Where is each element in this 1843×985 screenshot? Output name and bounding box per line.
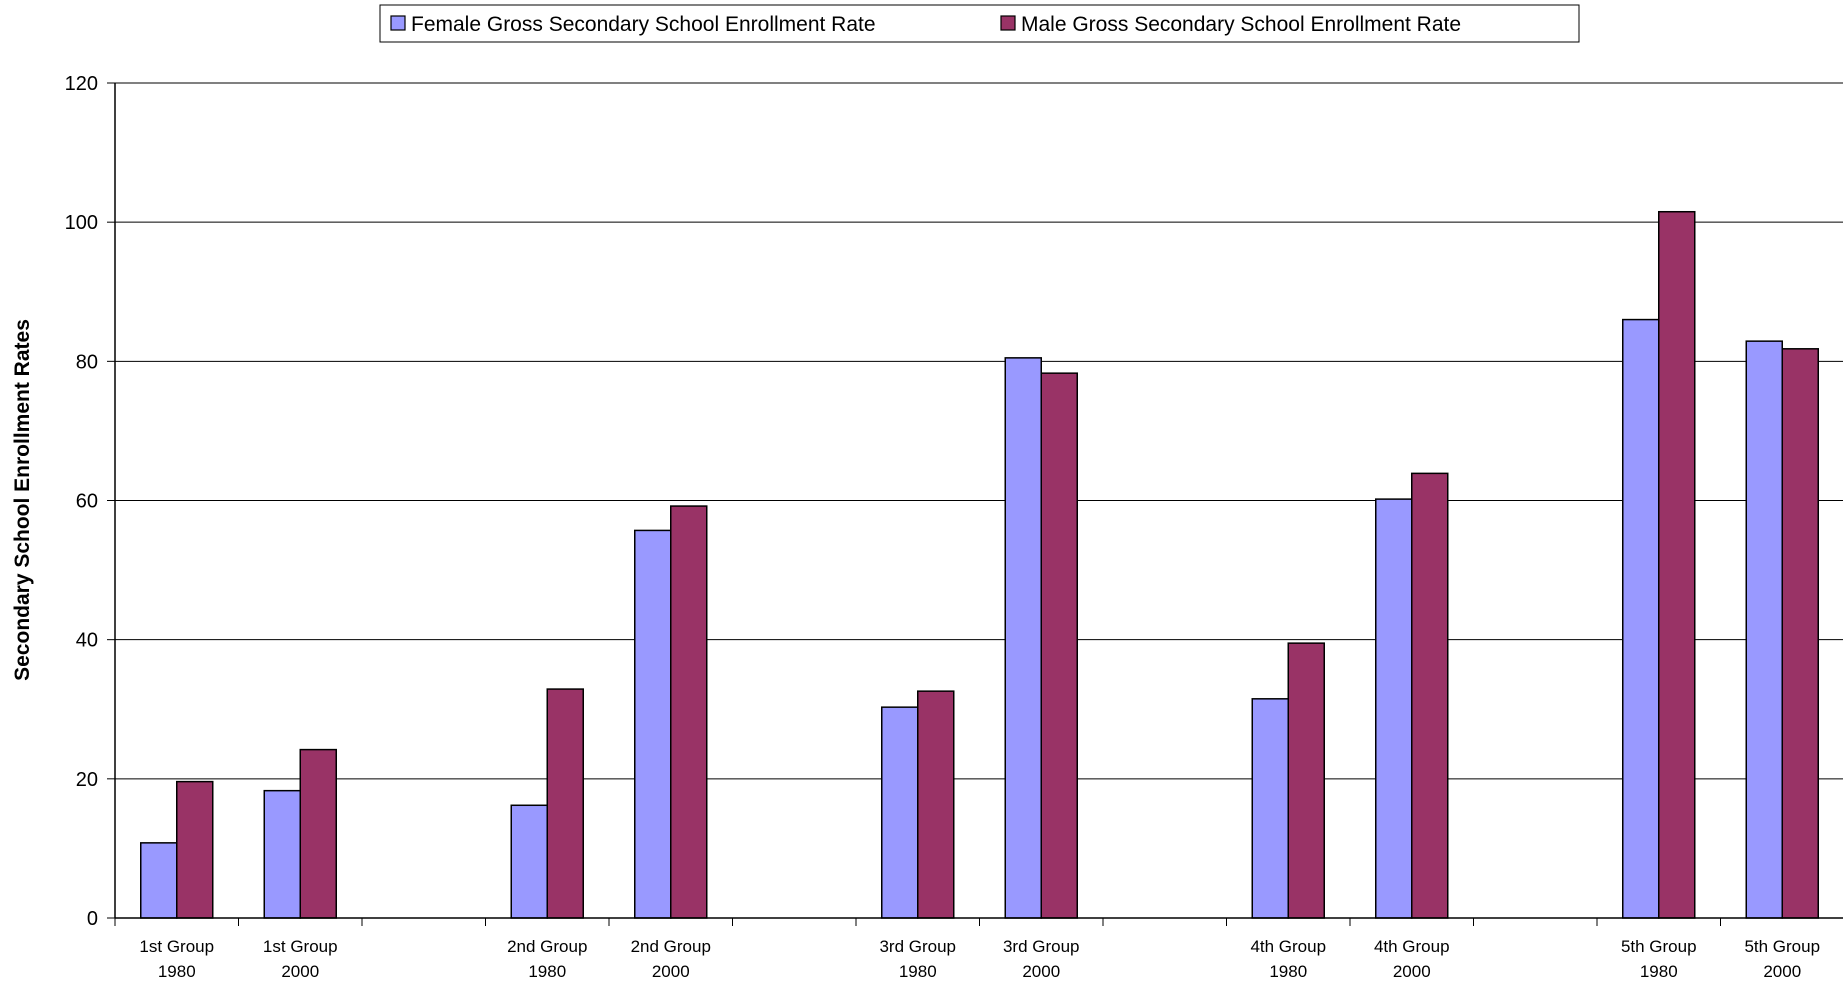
bar-male-13 <box>1781 348 1819 919</box>
x-tick-label: 2000 <box>1393 962 1431 981</box>
legend: Female Gross Secondary School Enrollment… <box>379 4 1580 43</box>
x-tick-label: 2nd Group <box>631 937 711 956</box>
x-tick-label: 4th Group <box>1374 937 1450 956</box>
x-tick-labels: 1st Group 1980 1st Group 2000 2nd Group 1980 2… <box>114 918 1820 981</box>
bar-male-0 <box>176 780 214 919</box>
x-tick-label: 2000 <box>1022 962 1060 981</box>
bar-female-13 <box>1745 340 1783 919</box>
bar-female-1 <box>263 789 301 919</box>
x-tick-label: 1980 <box>158 962 196 981</box>
y-tick-labels: 0 20 40 60 80 100 120 <box>65 73 115 930</box>
legend-label-male: Male Gross Secondary School Enrollment R… <box>1021 13 1461 36</box>
x-tick-label: 1980 <box>1640 962 1678 981</box>
legend-box <box>379 4 1580 43</box>
x-tick-label: 2000 <box>281 962 319 981</box>
y-tick-label: 40 <box>76 630 98 652</box>
y-tick-label: 80 <box>76 351 98 373</box>
bar-male-7 <box>1040 372 1078 919</box>
x-tick-label: 5th Group <box>1744 937 1820 956</box>
bar-female-4 <box>634 529 672 919</box>
y-axis-label: Secondary School Enrollment Rates <box>11 319 34 681</box>
x-tick-label: 3rd Group <box>1003 937 1080 956</box>
legend-label-female: Female Gross Secondary School Enrollment… <box>411 13 876 36</box>
y-tick-label: 120 <box>65 73 98 95</box>
x-tick-label: 5th Group <box>1621 937 1697 956</box>
bar-male-10 <box>1411 472 1449 919</box>
bar-male-1 <box>299 748 337 919</box>
bar-male-12 <box>1658 210 1696 919</box>
bar-female-10 <box>1375 498 1413 919</box>
bar-male-6 <box>917 690 955 919</box>
x-tick-label: 1st Group <box>139 937 214 956</box>
bar-male-9 <box>1287 642 1325 919</box>
bar-female-12 <box>1622 318 1660 919</box>
x-tick-label: 3rd Group <box>879 937 956 956</box>
x-tick-label: 1980 <box>528 962 566 981</box>
bar-male-3 <box>546 688 584 919</box>
x-tick-label: 2000 <box>652 962 690 981</box>
x-tick-label: 1980 <box>899 962 937 981</box>
x-tick-label: 1st Group <box>263 937 338 956</box>
x-tick-label: 2nd Group <box>507 937 587 956</box>
bar-female-9 <box>1251 698 1289 919</box>
y-tick-label: 0 <box>87 908 98 930</box>
bar-female-6 <box>881 706 919 919</box>
y-tick-label: 20 <box>76 769 98 791</box>
x-tick-label: 1980 <box>1269 962 1307 981</box>
bar-female-3 <box>510 804 548 919</box>
y-tick-label: 100 <box>65 212 98 234</box>
gridlines <box>115 82 1843 780</box>
x-tick-label: 2000 <box>1763 962 1801 981</box>
x-tick-label: 4th Group <box>1250 937 1326 956</box>
legend-swatch-female <box>390 15 406 31</box>
bar-female-0 <box>140 842 178 919</box>
legend-swatch-male <box>1000 15 1016 31</box>
y-tick-label: 60 <box>76 491 98 513</box>
bar-male-4 <box>670 505 708 919</box>
bars <box>140 210 1819 919</box>
bar-female-7 <box>1004 357 1042 919</box>
